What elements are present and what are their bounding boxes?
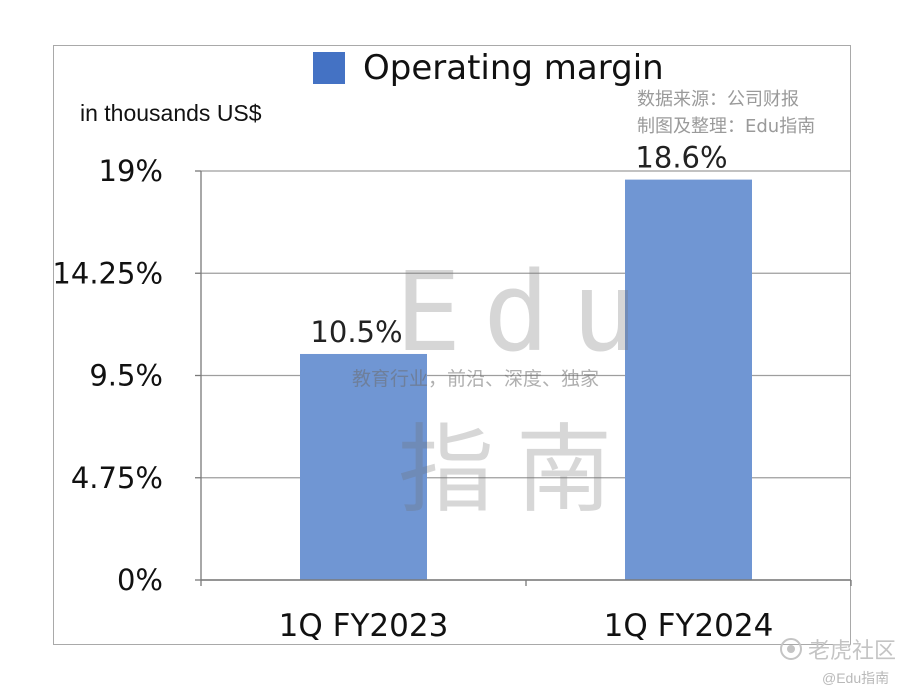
y-tick-label: 0% [117,563,163,597]
source-note: 数据来源：公司财报 制图及整理：Edu指南 [637,86,815,140]
legend-label: Operating margin [363,48,664,88]
source-line-1: 数据来源：公司财报 [637,89,799,110]
x-tick-label: 1Q FY2023 [279,608,449,644]
footer-brand-label: 老虎社区 [808,638,897,663]
watermark-tagline: 教育行业，前沿、深度、独家 [352,368,600,390]
data-label: 18.6% [635,141,727,175]
bar [300,353,427,580]
watermark-guide: 指南 [398,414,634,526]
data-label: 10.5% [310,315,402,349]
chart-frame [53,45,851,645]
bar [625,179,752,580]
watermark-edu: Edu [395,248,660,376]
x-tick-label: 1Q FY2024 [604,608,774,644]
y-tick-label: 14.25% [52,256,163,290]
legend: Operating margin [313,48,664,88]
weibo-icon [780,638,802,660]
footer-brand: 老虎社区 [780,633,896,665]
y-tick-label: 4.75% [71,461,163,495]
legend-swatch [313,52,345,84]
source-line-2: 制图及整理：Edu指南 [637,116,816,137]
unit-label: in thousands US$ [80,100,262,126]
y-tick-label: 9.5% [89,359,163,393]
footer-handle: @Edu指南 [822,670,890,686]
y-tick-label: 19% [99,154,163,188]
